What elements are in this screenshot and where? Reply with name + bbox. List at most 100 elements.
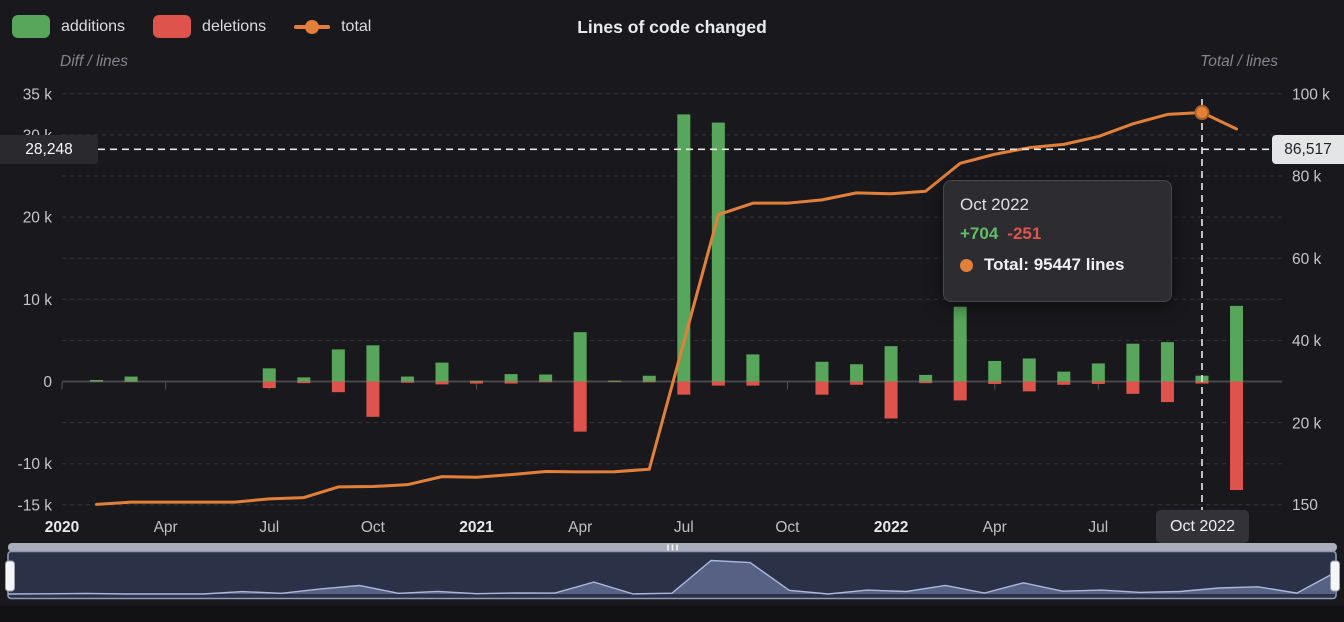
- addition-bar[interactable]: [297, 377, 311, 382]
- deletion-bar[interactable]: [884, 381, 898, 419]
- legend-label: additions: [61, 17, 126, 35]
- svg-text:150: 150: [1292, 497, 1318, 514]
- legend-item-total[interactable]: total: [294, 18, 371, 36]
- deletion-bar[interactable]: [262, 381, 276, 389]
- svg-text:80 k: 80 k: [1292, 169, 1322, 186]
- chart-title: Lines of code changed: [577, 17, 767, 37]
- deletion-bar[interactable]: [677, 381, 691, 395]
- total-line[interactable]: [95, 111, 1239, 506]
- svg-text:Apr: Apr: [983, 519, 1007, 536]
- crosshair: [62, 99, 1270, 510]
- deletion-bar[interactable]: [470, 381, 484, 384]
- additions-swatch-icon: [12, 15, 50, 38]
- addition-bar[interactable]: [1126, 343, 1140, 382]
- addition-bar[interactable]: [919, 374, 933, 382]
- svg-text:-10 k: -10 k: [18, 456, 53, 473]
- legend-item-additions[interactable]: additions: [12, 15, 125, 38]
- svg-text:2020: 2020: [45, 519, 79, 536]
- addition-bar[interactable]: [366, 345, 380, 382]
- addition-bar[interactable]: [1057, 371, 1071, 382]
- deletion-bar[interactable]: [400, 381, 414, 383]
- addition-bar[interactable]: [504, 374, 518, 382]
- svg-text:Oct: Oct: [361, 519, 386, 536]
- addition-bar[interactable]: [470, 380, 484, 382]
- addition-bar[interactable]: [884, 346, 898, 382]
- addition-bar[interactable]: [1160, 342, 1174, 382]
- svg-text:60 k: 60 k: [1292, 251, 1322, 268]
- addition-bar[interactable]: [124, 376, 138, 382]
- deletion-bar[interactable]: [988, 381, 1002, 384]
- deletion-bar[interactable]: [642, 381, 656, 383]
- bars[interactable]: [90, 114, 1244, 491]
- deletion-bar[interactable]: [1160, 381, 1174, 403]
- deletion-bar[interactable]: [1230, 381, 1244, 491]
- addition-bar[interactable]: [262, 368, 276, 382]
- svg-text:Jul: Jul: [1088, 519, 1108, 536]
- deletion-bar[interactable]: [746, 381, 760, 386]
- axis-pointer-right-label: 86,517: [1272, 135, 1344, 164]
- addition-bar[interactable]: [1022, 358, 1036, 382]
- slider-handle-left[interactable]: [5, 560, 15, 592]
- legend-label: total: [341, 17, 372, 35]
- addition-bar[interactable]: [815, 361, 829, 382]
- total-line-icon: [294, 19, 331, 34]
- deletions-swatch-icon: [153, 15, 192, 38]
- axis-pointer-left-label: 28,248: [0, 135, 98, 164]
- deletion-bar[interactable]: [297, 381, 311, 384]
- svg-text:10 k: 10 k: [23, 292, 53, 309]
- addition-bar[interactable]: [746, 354, 760, 382]
- svg-text:Oct: Oct: [775, 519, 800, 536]
- deletion-bar[interactable]: [1022, 381, 1036, 392]
- svg-text:40 k: 40 k: [1292, 333, 1322, 350]
- deletion-bar[interactable]: [919, 381, 933, 384]
- addition-bar[interactable]: [331, 349, 345, 382]
- deletion-bar[interactable]: [711, 381, 725, 386]
- total-dot-icon: [305, 19, 320, 34]
- slider-overview-area: [8, 560, 1336, 594]
- addition-bar[interactable]: [953, 306, 967, 382]
- footer-strip: [0, 606, 1344, 622]
- deletion-bar[interactable]: [953, 381, 967, 401]
- deletion-bar[interactable]: [504, 381, 518, 384]
- addition-bar[interactable]: [435, 362, 449, 382]
- addition-bar[interactable]: [1230, 305, 1244, 382]
- deletion-bar[interactable]: [850, 381, 864, 385]
- legend-item-deletions[interactable]: deletions: [153, 15, 266, 38]
- legend-label: deletions: [202, 17, 267, 35]
- deletion-bar[interactable]: [1126, 381, 1140, 394]
- right-axis-name: Total / lines: [1200, 53, 1278, 70]
- addition-bar[interactable]: [677, 114, 691, 382]
- deletion-bar[interactable]: [435, 381, 449, 385]
- addition-bar[interactable]: [90, 380, 104, 382]
- addition-bar[interactable]: [642, 375, 656, 382]
- deletion-bar[interactable]: [573, 381, 587, 432]
- deletion-bar[interactable]: [539, 381, 553, 383]
- addition-bar[interactable]: [711, 122, 725, 382]
- tooltip-total-dot-icon: [960, 258, 973, 272]
- deletion-bar[interactable]: [1057, 381, 1071, 385]
- slider-window[interactable]: [7, 550, 1337, 600]
- tooltip-deletions-value: -251: [1007, 224, 1042, 243]
- deletion-bar[interactable]: [366, 381, 380, 417]
- addition-bar[interactable]: [608, 380, 622, 382]
- deletion-bar[interactable]: [815, 381, 829, 395]
- chart-tooltip: Oct 2022 +704 -251 Total: 95447 lines: [943, 180, 1172, 302]
- svg-text:0: 0: [43, 374, 52, 391]
- datazoom-slider[interactable]: [5, 543, 1340, 600]
- addition-bar[interactable]: [573, 332, 587, 382]
- deletion-bar[interactable]: [331, 381, 345, 393]
- svg-text:2022: 2022: [874, 519, 908, 536]
- left-axis-name: Diff / lines: [60, 53, 129, 70]
- total-point-highlighted[interactable]: [1194, 105, 1210, 121]
- addition-bar[interactable]: [539, 374, 553, 382]
- deletion-bar[interactable]: [1195, 381, 1209, 384]
- svg-text:2021: 2021: [459, 519, 494, 536]
- slider-handle-right[interactable]: [1330, 560, 1340, 592]
- addition-bar[interactable]: [1091, 363, 1105, 382]
- deletion-bar[interactable]: [1091, 381, 1105, 384]
- addition-bar[interactable]: [988, 360, 1002, 382]
- addition-bar[interactable]: [400, 376, 414, 382]
- addition-bar[interactable]: [850, 364, 864, 382]
